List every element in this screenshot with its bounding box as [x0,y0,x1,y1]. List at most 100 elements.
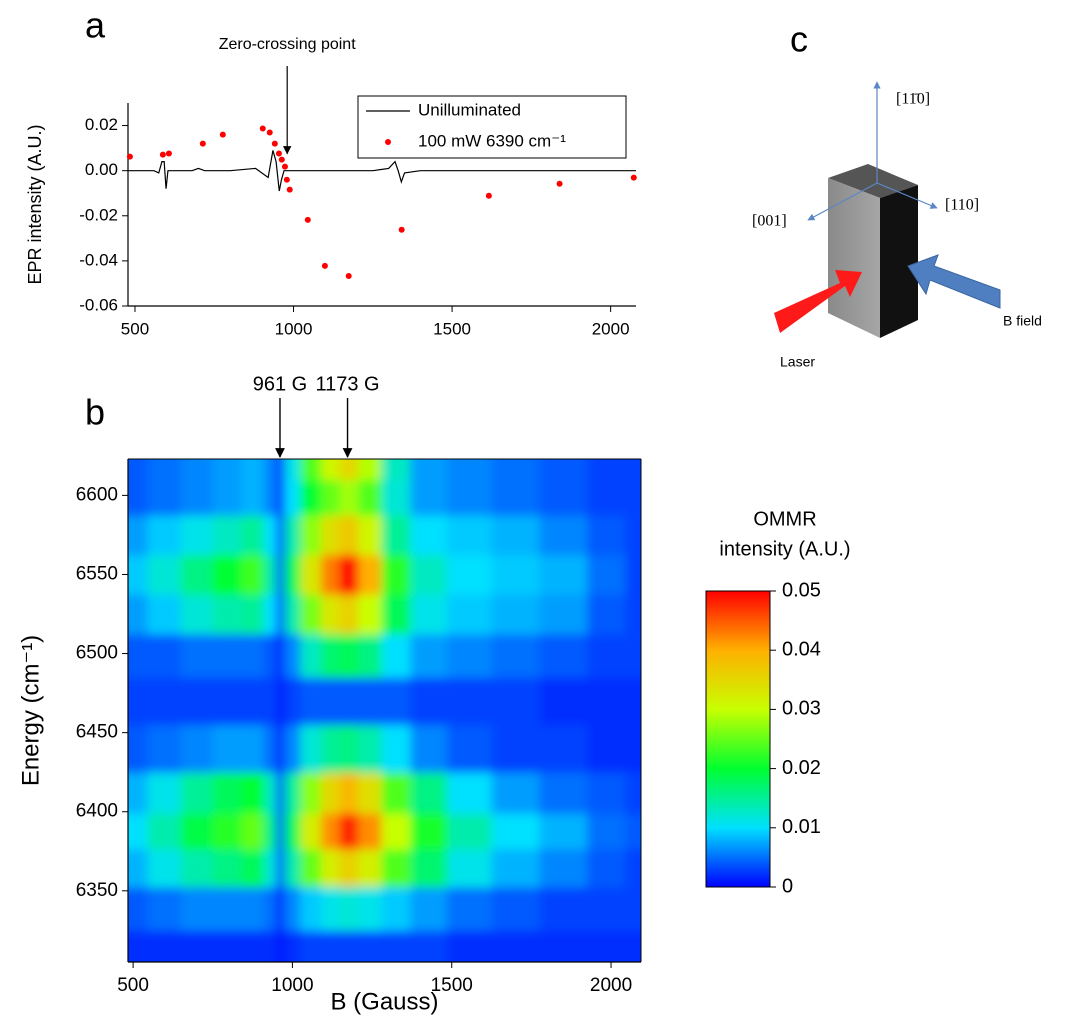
heatmap-cell [180,633,214,678]
x-axis-label: B (Gauss) [330,988,438,1015]
heatmap-cell [276,724,286,773]
annotation: Zero-crossing point [219,36,357,53]
heatmap-cell [276,772,286,814]
colorbar [705,590,771,888]
heatmap-cell [587,633,626,678]
heatmap-cell [284,459,301,481]
heatmap-cell [625,677,641,726]
heatmap-cell [284,479,301,516]
heatmap-cell [358,813,383,850]
heatmap-cell [128,554,148,595]
heatmap-cell [300,772,322,814]
scatter-point [126,153,133,160]
heatmap-cell [339,554,359,595]
heatmap-cell [276,633,286,678]
heatmap-cell [276,459,286,481]
x-tick-label: 2000 [590,975,632,996]
heatmap-cell [263,515,278,556]
heatmap-cell [381,813,411,850]
heatmap-cell [587,813,626,850]
heatmap-cell [539,479,588,516]
heatmap-cell [358,848,383,888]
x-tick-label: 1500 [431,975,473,996]
heatmap-cell [410,848,448,888]
heatmap-cell [381,459,411,481]
y-tick-label: 0.00 [85,160,118,179]
heatmap-cell [180,772,214,814]
heatmap-cell [410,594,448,635]
heatmap-cell [300,848,322,888]
heatmap-cell [276,554,286,595]
heatmap-cell [321,554,340,595]
heatmap-cell [358,772,383,814]
heatmap-cell [321,772,340,814]
scatter-point [345,273,352,280]
heatmap-cell [491,724,540,773]
heatmap-cell [321,930,340,962]
heatmap-cell [339,848,359,888]
y-tick-label: -0.02 [79,205,118,224]
heatmap-cell [128,772,148,814]
heatmap-cell [241,515,265,556]
heatmap-cell [263,724,278,773]
heatmap-cell [339,459,359,481]
heatmap-cell [180,459,214,481]
heatmap-cell [128,479,148,516]
heatmap-cell [587,515,626,556]
scatter-point [281,163,288,170]
heatmap-cell [410,772,448,814]
field-arrow [907,254,1001,309]
y-tick-label: 6350 [76,880,118,901]
heatmap-cell [180,479,214,516]
heatmap-cell [587,930,626,962]
heatmap-cell [180,677,214,726]
heatmap-cell [212,677,242,726]
y-tick-label: 6550 [76,563,118,584]
heatmap-cell [128,724,148,773]
heatmap-cell [625,515,641,556]
heatmap-cell [212,724,242,773]
legend-label: Unilluminated [418,100,521,119]
heatmap-cell [212,633,242,678]
heatmap-cell [446,633,493,678]
heatmap-cell [410,633,448,678]
heatmap-cell [381,677,411,726]
heatmap-cell [128,515,148,556]
heatmap-cell [381,633,411,678]
heatmap-cell [212,554,242,595]
heatmap-cell [284,633,301,678]
heatmap-cell [284,515,301,556]
heatmap-cell [300,724,322,773]
heatmap-cell [625,724,641,773]
heatmap-cell [300,633,322,678]
heatmap-cell [241,930,265,962]
heatmap-cell [539,677,588,726]
heatmap-cell [491,772,540,814]
scatter-point [219,131,226,138]
heatmap-cell [241,813,265,850]
heatmap-cell [358,515,383,556]
heatmap-cell [446,459,493,481]
heatmap-cell [212,459,242,481]
legend-box [357,95,627,159]
axis-arrow [807,182,878,221]
laser-arrow [774,270,862,333]
heatmap-cell [241,459,265,481]
y-tick-label: -0.06 [79,295,118,314]
scatter-point [556,180,563,187]
scatter-point [321,262,328,269]
heatmap-cell [358,633,383,678]
heatmap-cell [212,515,242,556]
heatmap-cell [381,594,411,635]
heatmap-cell [263,813,278,850]
heatmap [128,459,641,962]
heatmap-cell [339,594,359,635]
x-tick-label: 1500 [433,319,471,338]
heatmap-cell [339,724,359,773]
heatmap-cell [180,848,214,888]
y-tick-label: 0.02 [85,115,118,134]
heatmap-cell [180,515,214,556]
heatmap-cell [284,772,301,814]
heatmap-cell [147,594,182,635]
